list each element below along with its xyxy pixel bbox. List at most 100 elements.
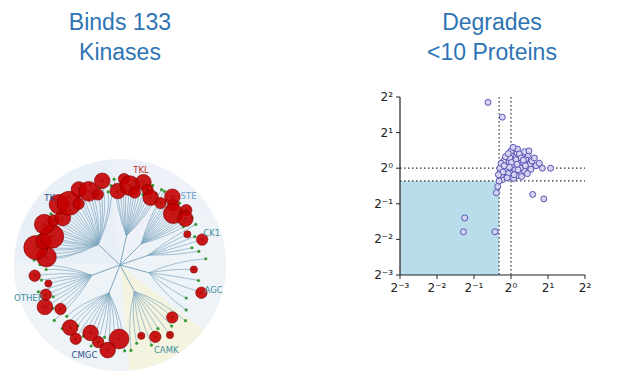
branch [120, 236, 126, 265]
branch [35, 274, 92, 276]
y-tick-label: 2⁻³ [374, 268, 393, 282]
kinase-leaf [184, 319, 187, 322]
branch [148, 240, 202, 256]
reference-line [400, 168, 585, 169]
x-tick-label: 2¹ [542, 281, 555, 295]
point [520, 157, 526, 163]
branch [120, 265, 149, 273]
branch [149, 259, 206, 273]
x-tick-label: 2⁻² [428, 281, 447, 295]
y-tick-label: 2² [381, 90, 394, 104]
branch [67, 293, 109, 316]
point [514, 161, 520, 167]
kinase-leaf [40, 278, 43, 281]
kinase-hit [29, 270, 40, 281]
branch [148, 248, 192, 256]
kinase-hit [138, 332, 145, 339]
group-label: CMGC [72, 350, 98, 360]
branch [98, 293, 109, 342]
point [462, 215, 468, 221]
x-tick [548, 275, 549, 279]
point [499, 114, 505, 120]
point [526, 148, 532, 154]
reference-line [510, 97, 511, 275]
kinase-hit [150, 331, 161, 342]
point [460, 229, 466, 235]
branch [98, 244, 120, 265]
x-tick-label: 2⁰ [505, 281, 518, 295]
point [510, 144, 516, 150]
reference-line [400, 180, 585, 181]
x-tick-label: 2² [579, 281, 592, 295]
kinome-tree: TKTKLSTECK1AGCCAMKCMGCOTHER [14, 159, 226, 371]
point [493, 190, 499, 196]
branch [134, 291, 141, 335]
group-label: CK1 [203, 228, 220, 238]
y-tick [396, 168, 400, 169]
branches [33, 177, 208, 352]
kinase-leaf [193, 235, 196, 238]
branch [148, 251, 198, 255]
point [501, 163, 507, 169]
kinase-hit [55, 303, 66, 314]
group-label: CAMK [154, 345, 179, 355]
y-tick [396, 97, 400, 98]
x-tick-label: 2⁻³ [391, 281, 410, 295]
branch [148, 237, 194, 256]
shaded-region [400, 181, 499, 275]
group-label: STE [181, 191, 197, 201]
point [485, 99, 491, 105]
x-tick [585, 275, 586, 279]
y-tick [396, 132, 400, 133]
y-tick-label: 2⁰ [381, 161, 394, 175]
branch [149, 269, 194, 272]
branch [134, 291, 170, 335]
branch [133, 291, 136, 343]
group-label: AGC [205, 285, 223, 295]
kinase-leaf [204, 257, 207, 260]
kinase-leaf [160, 188, 163, 191]
panel-title: <10 Proteins [427, 39, 557, 65]
point [495, 172, 501, 178]
group-label: TK [43, 193, 55, 203]
kinase-leaf [129, 349, 132, 352]
point [495, 184, 501, 190]
point [496, 178, 502, 184]
hits [24, 173, 208, 358]
group-label: TKL [132, 165, 149, 175]
branch [148, 234, 187, 255]
branch [134, 291, 155, 336]
kinase-leaf [194, 223, 197, 226]
point [531, 155, 537, 161]
branch [130, 291, 135, 350]
x-tick [511, 275, 512, 279]
branch [92, 265, 120, 275]
group-sector [120, 265, 204, 371]
kinase-hit [94, 173, 110, 189]
branch [149, 273, 199, 281]
x-tick [437, 275, 438, 279]
kinase-leaf [65, 315, 68, 318]
kinase-leaf [53, 319, 56, 322]
kinase-leaf [135, 342, 138, 345]
branch [68, 196, 98, 244]
branch [41, 275, 91, 280]
kinase-leaf [170, 324, 173, 327]
panel-title: Binds 133 [69, 9, 171, 35]
kinase-leaf [103, 336, 106, 339]
point [524, 171, 530, 177]
kinase-leaf [197, 279, 200, 282]
branch [46, 269, 92, 275]
panel-title: Degrades [442, 9, 542, 35]
x-axis [400, 274, 585, 275]
point [511, 172, 517, 178]
kinase-leaf [113, 178, 116, 181]
branch [126, 195, 142, 236]
point [492, 229, 498, 235]
point [541, 196, 547, 202]
kinase-hit [62, 320, 78, 336]
y-tick [396, 203, 400, 204]
branch [148, 224, 195, 255]
x-tick-label: 2⁻¹ [465, 281, 484, 295]
y-tick [396, 275, 400, 276]
